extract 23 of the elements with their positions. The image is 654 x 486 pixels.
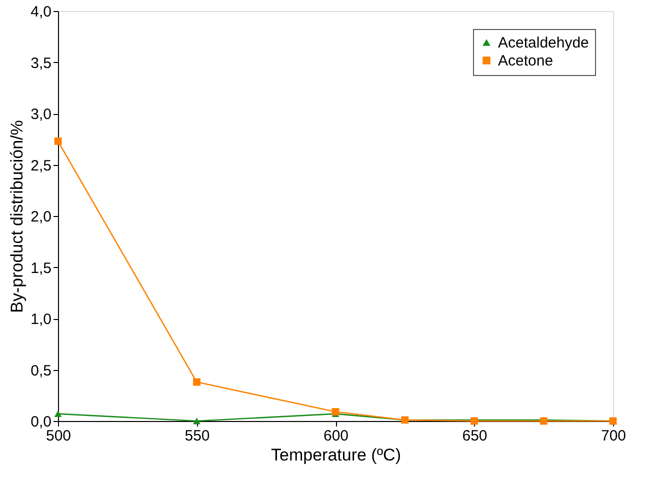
y-tick-label: 1,5 xyxy=(30,260,52,277)
y-tick-label: 0,5 xyxy=(30,362,52,380)
x-tick-label: 650 xyxy=(462,428,488,444)
x-tick-label: 700 xyxy=(600,428,626,444)
legend-label: Acetaldehyde xyxy=(498,34,589,52)
point xyxy=(54,137,62,145)
y-tick-label: 2,5 xyxy=(30,157,52,174)
point xyxy=(54,410,62,418)
y-tick-label: 3,0 xyxy=(30,106,52,123)
x-axis-title: Temperature (ºC) xyxy=(271,446,401,464)
y-tick-label: 1,0 xyxy=(30,311,52,328)
point xyxy=(193,418,200,424)
point xyxy=(193,378,200,386)
legend-label: Acetone xyxy=(498,52,554,70)
y-tick-label: 0,0 xyxy=(30,414,52,430)
y-tick-label: 4,0 xyxy=(30,4,52,20)
y-axis-title: By-product distribución/% xyxy=(8,120,27,313)
y-tick-label: 3,5 xyxy=(30,54,52,72)
y-tick-label: 2,0 xyxy=(30,208,52,226)
x-tick-label: 500 xyxy=(46,428,72,444)
x-tick-label: 600 xyxy=(323,428,349,444)
x-tick-label: 550 xyxy=(184,428,210,444)
point xyxy=(332,408,340,416)
